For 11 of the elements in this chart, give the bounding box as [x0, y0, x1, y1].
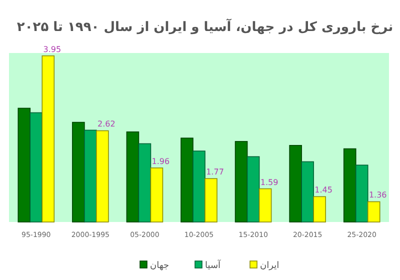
data-label: 1.45 [314, 186, 332, 195]
legend-label: جهان [150, 261, 170, 271]
legend-label: ایران [260, 261, 280, 271]
data-label: 3.95 [43, 44, 62, 54]
data-label: 2.62 [98, 120, 116, 129]
data-label: 1.96 [152, 156, 170, 166]
chart-title: نرخ باروری کل در جهان، آسیا و ایران از سال ۱۹۹۰ تا ۲۰۲۵ [16, 18, 394, 35]
legend-label: آسیا [205, 259, 221, 271]
data-label: 1.36 [368, 190, 387, 200]
data-label: 1.59 [260, 178, 278, 187]
data-label: 1.77 [206, 168, 224, 177]
